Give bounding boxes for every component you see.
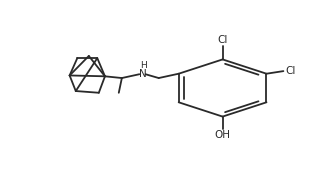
Text: Cl: Cl [217, 35, 228, 45]
Text: Cl: Cl [285, 66, 295, 76]
Text: H: H [140, 61, 147, 70]
Text: OH: OH [215, 130, 231, 140]
Text: N: N [140, 69, 147, 79]
